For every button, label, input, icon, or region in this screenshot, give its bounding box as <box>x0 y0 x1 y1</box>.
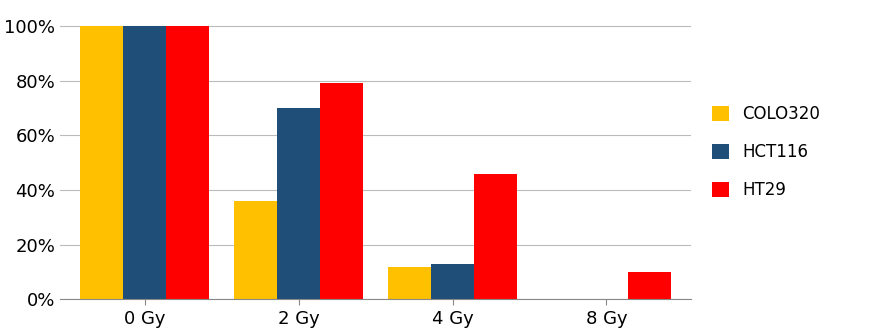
Bar <box>431 264 474 299</box>
Bar <box>388 267 431 299</box>
Bar <box>628 272 671 299</box>
Bar <box>277 108 320 299</box>
Bar <box>167 26 209 299</box>
Bar <box>80 26 123 299</box>
Legend: COLO320, HCT116, HT29: COLO320, HCT116, HT29 <box>712 105 820 199</box>
Bar <box>320 83 363 299</box>
Bar <box>474 174 517 299</box>
Bar <box>234 201 277 299</box>
Bar <box>123 26 167 299</box>
